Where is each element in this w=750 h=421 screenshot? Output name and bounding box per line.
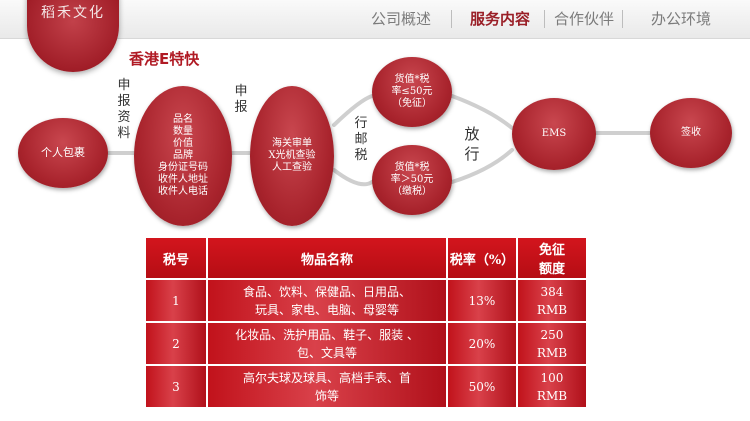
table-header-row: 税号 物品名称 税率（%） 免征 额度: [145, 237, 587, 279]
header-exemption: 免征 额度: [517, 237, 587, 279]
nav-item-services[interactable]: 服务内容: [470, 10, 531, 28]
connector-exempt-ems: [450, 94, 514, 130]
node-tax-exempt: 货值*税 率≤50元 （免征）: [372, 57, 452, 127]
cell-tax-rate: 50%: [447, 365, 517, 408]
cell-tax-code: 2: [145, 322, 207, 365]
cell-exemption: 100 RMB: [517, 365, 587, 408]
brand-logo[interactable]: 稻禾文化: [27, 0, 119, 72]
table-row: 3 高尔夫球及球具、高档手表、首 饰等 50% 100 RMB: [145, 365, 587, 408]
label-declare-materials: 申 报 资 料: [117, 78, 131, 141]
nav-divider: [451, 10, 452, 28]
cell-tax-code: 1: [145, 279, 207, 322]
cell-tax-rate: 13%: [447, 279, 517, 322]
label-report: 申 报: [234, 84, 248, 115]
node-declare-info: 品名 数量 价值 品牌 身份证号码 收件人地址 收件人电话: [134, 86, 232, 226]
connector-paid-ems: [450, 148, 514, 184]
section-title: 香港E特快: [129, 50, 200, 68]
node-personal-parcel: 个人包裹: [18, 118, 108, 188]
header-item-name: 物品名称: [207, 237, 447, 279]
cell-item-name: 化妆品、洗护用品、鞋子、服装 、 包、文具等: [207, 322, 447, 365]
nav-item-partners[interactable]: 合作伙伴: [554, 10, 615, 28]
cell-exemption: 384 RMB: [517, 279, 587, 322]
connector-customs-paid: [332, 168, 374, 187]
cell-tax-code: 3: [145, 365, 207, 408]
label-release: 放 行: [464, 125, 480, 163]
cell-tax-rate: 20%: [447, 322, 517, 365]
brand-logo-text: 稻禾文化: [41, 5, 105, 21]
node-tax-paid: 货值*税 率＞50元 （缴税）: [372, 145, 452, 215]
nav-item-company-overview[interactable]: 公司概述: [371, 10, 432, 28]
node-sign: 签收: [650, 98, 732, 168]
header-tax-rate: 税率（%）: [447, 237, 517, 279]
label-postal-tax: 行 邮 税: [354, 116, 368, 163]
node-customs-check: 海关审单 X光机查验 人工查验: [250, 86, 334, 226]
top-nav-bar: 公司概述 服务内容 合作伙伴 办公环境: [0, 0, 750, 39]
nav-divider: [622, 10, 623, 28]
header-tax-code: 税号: [145, 237, 207, 279]
nav-item-office-environment[interactable]: 办公环境: [651, 10, 712, 28]
table-row: 1 食品、饮料、保健品、日用品、 玩具、家电、电脑、母婴等 13% 384 RM…: [145, 279, 587, 322]
table-row: 2 化妆品、洗护用品、鞋子、服装 、 包、文具等 20% 250 RMB: [145, 322, 587, 365]
nav-divider: [544, 10, 545, 28]
cell-item-name: 食品、饮料、保健品、日用品、 玩具、家电、电脑、母婴等: [207, 279, 447, 322]
cell-exemption: 250 RMB: [517, 322, 587, 365]
node-ems: EMS: [512, 98, 596, 170]
cell-item-name: 高尔夫球及球具、高档手表、首 饰等: [207, 365, 447, 408]
connector-customs-exempt: [332, 94, 374, 127]
